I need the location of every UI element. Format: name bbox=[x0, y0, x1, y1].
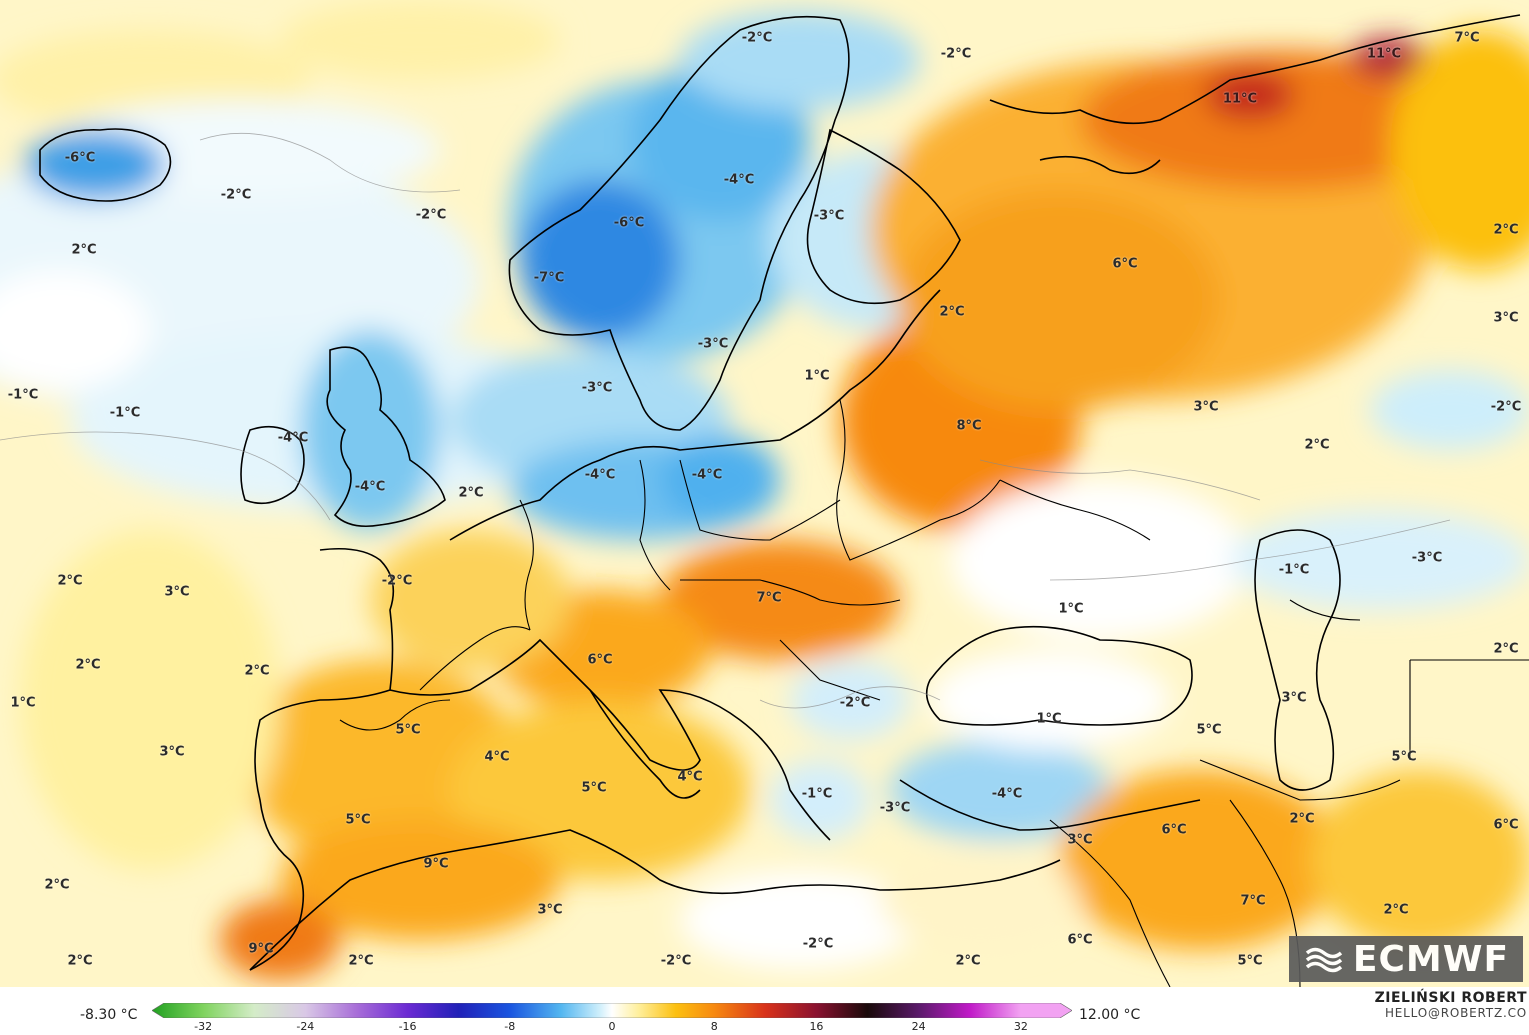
temperature-label: -2°C bbox=[802, 936, 834, 952]
temperature-label: 2°C bbox=[71, 242, 97, 258]
temperature-label: 3°C bbox=[1493, 310, 1519, 326]
temperature-label: -3°C bbox=[1411, 550, 1443, 566]
temperature-label: -4°C bbox=[277, 430, 309, 446]
temperature-label: 2°C bbox=[1383, 902, 1409, 918]
temperature-label: 2°C bbox=[44, 877, 70, 893]
temperature-label: 9°C bbox=[248, 941, 274, 957]
temperature-label: 2°C bbox=[244, 663, 270, 679]
temperature-label: 3°C bbox=[1193, 399, 1219, 415]
color-legend: -8.30 °C -32 -24 -16 -8 0 8 16 24 32 12.00 °C ZI… bbox=[0, 987, 1529, 1035]
temperature-label: -4°C bbox=[691, 467, 723, 483]
colorbar-tick-label: 32 bbox=[1013, 1020, 1028, 1033]
colorbar bbox=[152, 1003, 1072, 1018]
temperature-label: 6°C bbox=[1493, 817, 1519, 833]
temperature-label: -2°C bbox=[1490, 399, 1522, 415]
temperature-label: 5°C bbox=[1237, 953, 1263, 969]
temperature-label: 3°C bbox=[164, 584, 190, 600]
temperature-label: 7°C bbox=[1454, 30, 1480, 46]
temperature-label: 7°C bbox=[756, 590, 782, 606]
colorbar-tick-label: 24 bbox=[911, 1020, 926, 1033]
temperature-label: 4°C bbox=[677, 769, 703, 785]
temperature-label: 2°C bbox=[67, 953, 93, 969]
temperature-label: -2°C bbox=[741, 30, 773, 46]
temperature-label: 1°C bbox=[10, 695, 36, 711]
temperature-label: -3°C bbox=[581, 380, 613, 396]
temperature-label: 7°C bbox=[1240, 893, 1266, 909]
temperature-label: 6°C bbox=[1112, 256, 1138, 272]
colorbar-tick-label: 8 bbox=[710, 1020, 718, 1033]
temperature-label: 5°C bbox=[345, 812, 371, 828]
temperature-label: 6°C bbox=[1161, 822, 1187, 838]
temperature-label: 5°C bbox=[1391, 749, 1417, 765]
temperature-label: 5°C bbox=[1196, 722, 1222, 738]
colorbar-tick-label: -24 bbox=[296, 1020, 315, 1033]
colorbar-tick-label: -16 bbox=[398, 1020, 417, 1033]
temperature-label: -2°C bbox=[220, 187, 252, 203]
temperature-label: 2°C bbox=[458, 485, 484, 501]
temperature-label: 3°C bbox=[537, 902, 563, 918]
temperature-label: 1°C bbox=[1058, 601, 1084, 617]
temperature-label: 2°C bbox=[939, 304, 965, 320]
temperature-label: 1°C bbox=[1036, 711, 1062, 727]
ecmwf-logo: ECMWF bbox=[1289, 936, 1523, 982]
temperature-label: 3°C bbox=[1067, 832, 1093, 848]
temperature-label: 11°C bbox=[1366, 46, 1402, 62]
temperature-label: 2°C bbox=[348, 953, 374, 969]
temperature-label: 2°C bbox=[57, 573, 83, 589]
coastlines bbox=[39, 14, 1521, 971]
colorbar-tick-label: -8 bbox=[504, 1020, 516, 1033]
temperature-label: -6°C bbox=[613, 215, 645, 231]
author-name: ZIELIŃSKI ROBERT bbox=[1374, 990, 1527, 1006]
temperature-label: -4°C bbox=[354, 479, 386, 495]
temperature-label: 2°C bbox=[955, 953, 981, 969]
temperature-label: 4°C bbox=[484, 749, 510, 765]
temperature-label: -2°C bbox=[381, 573, 413, 589]
temperature-label: 9°C bbox=[423, 856, 449, 872]
temperature-label: 8°C bbox=[956, 418, 982, 434]
colorbar-tick-label: -32 bbox=[194, 1020, 213, 1033]
temperature-label: 3°C bbox=[1281, 690, 1307, 706]
temperature-label: 2°C bbox=[1493, 641, 1519, 657]
colorbar-tick-label: 0 bbox=[608, 1020, 616, 1033]
map-canvas bbox=[0, 0, 1529, 987]
temperature-map: -2°C -2°C 11°C 7°C 11°C -6°C -4°C -2°C -2°C -3°C -… bbox=[0, 0, 1529, 987]
temperature-label: 3°C bbox=[159, 744, 185, 760]
ecmwf-logo-icon bbox=[1305, 947, 1343, 973]
temperature-label: 6°C bbox=[1067, 932, 1093, 948]
temperature-label: -1°C bbox=[7, 387, 39, 403]
temperature-label: -2°C bbox=[940, 46, 972, 62]
temperature-label: 2°C bbox=[1289, 811, 1315, 827]
temperature-label: -2°C bbox=[839, 695, 871, 711]
isotherms bbox=[0, 132, 1451, 709]
temperature-field bbox=[0, 0, 1529, 980]
legend-max-value: 12.00 °C bbox=[1079, 1007, 1141, 1023]
ecmwf-logo-text: ECMWF bbox=[1352, 938, 1510, 980]
temperature-label: -7°C bbox=[533, 270, 565, 286]
temperature-label: 1°C bbox=[804, 368, 830, 384]
temperature-label: -3°C bbox=[879, 800, 911, 816]
temperature-label: 2°C bbox=[1493, 222, 1519, 238]
temperature-label: -1°C bbox=[801, 786, 833, 802]
legend-min-value: -8.30 °C bbox=[80, 1007, 138, 1023]
temperature-label: -4°C bbox=[723, 172, 755, 188]
temperature-label: -3°C bbox=[813, 208, 845, 224]
temperature-label: -2°C bbox=[415, 207, 447, 223]
temperature-label: 2°C bbox=[75, 657, 101, 673]
temperature-label: -2°C bbox=[660, 953, 692, 969]
temperature-label: -4°C bbox=[584, 467, 616, 483]
colorbar-tick-label: 16 bbox=[809, 1020, 824, 1033]
temperature-label: -1°C bbox=[1278, 562, 1310, 578]
temperature-label: -1°C bbox=[109, 405, 141, 421]
temperature-label: 5°C bbox=[395, 722, 421, 738]
temperature-label: 6°C bbox=[587, 652, 613, 668]
temperature-label: -3°C bbox=[697, 336, 729, 352]
author-credit: ZIELIŃSKI ROBERT HELLO@ROBERTZ.CO bbox=[1375, 990, 1527, 1020]
author-email: HELLO@ROBERTZ.CO bbox=[1384, 1006, 1527, 1020]
temperature-label: 5°C bbox=[581, 780, 607, 796]
temperature-label: -6°C bbox=[64, 150, 96, 166]
borders bbox=[339, 399, 1529, 987]
temperature-label: 11°C bbox=[1222, 91, 1258, 107]
temperature-label: 2°C bbox=[1304, 437, 1330, 453]
temperature-label: -4°C bbox=[991, 786, 1023, 802]
